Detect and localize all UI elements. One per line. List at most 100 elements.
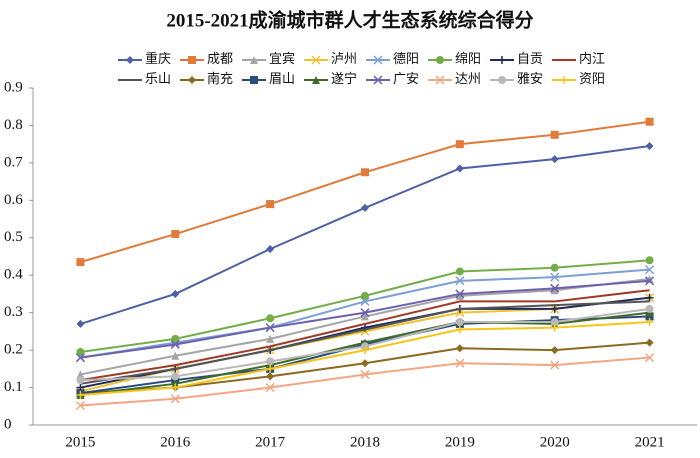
y-tick-label: 0.3 — [4, 304, 23, 320]
marker — [455, 164, 464, 173]
marker — [188, 56, 196, 64]
series-line — [80, 259, 650, 353]
marker — [312, 76, 320, 84]
legend-label: 宜宾 — [269, 51, 295, 66]
marker — [550, 272, 560, 282]
x-tick-label: 2019 — [445, 434, 475, 450]
x-tick-label: 2021 — [635, 434, 665, 450]
marker — [455, 140, 464, 149]
marker — [455, 358, 465, 368]
marker — [76, 370, 85, 379]
marker — [455, 289, 465, 299]
marker — [75, 400, 85, 411]
legend-label: 达州 — [455, 71, 481, 86]
y-tick-label: 0.4 — [4, 267, 23, 283]
marker — [361, 291, 369, 300]
marker — [455, 325, 464, 334]
marker — [550, 346, 559, 355]
series-line — [80, 120, 650, 264]
marker — [645, 117, 654, 126]
marker — [360, 369, 370, 379]
marker — [76, 319, 85, 328]
marker — [550, 155, 559, 164]
series-line — [80, 289, 650, 382]
marker — [645, 293, 654, 302]
marker — [75, 353, 85, 363]
y-tick-label: 0.6 — [4, 192, 23, 208]
marker — [645, 142, 654, 151]
marker — [170, 339, 180, 350]
marker — [498, 56, 506, 64]
chart-title: 2015-2021成渝城市群人才生态系统综合得分 — [166, 8, 533, 31]
marker — [550, 360, 560, 370]
marker — [266, 334, 275, 343]
marker — [645, 276, 655, 286]
legend-label: 眉山 — [269, 71, 295, 86]
legend-label: 自贡 — [517, 51, 543, 66]
marker — [266, 364, 275, 373]
legend-label: 重庆 — [145, 51, 171, 66]
marker — [171, 230, 180, 239]
marker — [436, 56, 444, 64]
marker — [188, 76, 196, 84]
legend-label: 乐山 — [145, 71, 171, 86]
marker — [435, 75, 445, 85]
marker — [360, 308, 370, 318]
x-tick-label: 2017 — [255, 434, 286, 450]
marker — [645, 256, 654, 265]
marker — [266, 314, 275, 323]
marker — [126, 56, 134, 64]
marker — [645, 304, 654, 313]
marker — [550, 283, 560, 293]
marker — [266, 372, 275, 381]
x-tick-label: 2015 — [65, 434, 95, 450]
series-line — [80, 300, 650, 385]
marker — [455, 291, 464, 300]
legend-label: 南充 — [207, 71, 233, 86]
marker — [455, 276, 465, 286]
marker — [361, 168, 369, 177]
legend-label: 内江 — [579, 51, 605, 66]
y-tick-label: 0.8 — [4, 117, 23, 133]
marker — [266, 200, 275, 209]
marker — [361, 359, 369, 368]
y-tick-label: 0.5 — [4, 229, 23, 245]
marker — [373, 55, 383, 65]
y-tick-label: 0.1 — [4, 379, 23, 395]
marker — [645, 265, 655, 275]
x-tick-label: 2018 — [350, 434, 380, 450]
marker — [498, 76, 506, 84]
marker — [311, 55, 321, 65]
marker — [171, 289, 180, 298]
y-tick-label: 0.7 — [4, 154, 23, 170]
legend-label: 雅安 — [517, 71, 543, 86]
marker — [170, 394, 180, 404]
marker — [76, 391, 85, 400]
marker — [455, 267, 464, 276]
marker — [76, 258, 85, 267]
legend-label: 资阳 — [579, 71, 605, 86]
marker — [266, 357, 275, 366]
y-tick-label: 0.9 — [4, 79, 23, 95]
marker — [250, 56, 258, 64]
legend-label: 广安 — [393, 71, 419, 86]
marker — [455, 318, 464, 327]
marker — [361, 346, 369, 355]
marker — [550, 286, 559, 295]
legend-label: 绵阳 — [455, 51, 481, 66]
legend-label: 遂宁 — [331, 71, 357, 86]
marker — [645, 353, 655, 363]
marker — [76, 376, 85, 385]
legend-label: 德阳 — [393, 51, 419, 66]
marker — [645, 338, 654, 347]
marker — [171, 383, 180, 392]
marker — [171, 351, 180, 360]
y-tick-label: 0 — [4, 416, 12, 432]
marker — [550, 130, 559, 139]
marker — [550, 318, 559, 327]
marker — [250, 76, 258, 84]
marker — [550, 323, 559, 332]
marker — [76, 347, 85, 356]
